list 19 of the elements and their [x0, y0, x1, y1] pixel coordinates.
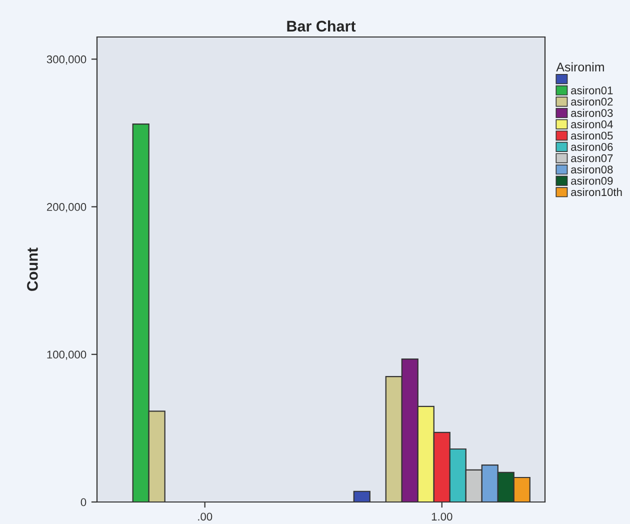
x-tick-label: .00 — [198, 512, 212, 521]
legend-label: asiron09 — [571, 176, 613, 185]
legend-label: asiron03 — [571, 108, 613, 117]
legend-label: asiron08 — [571, 165, 613, 174]
legend-title: Asironim — [556, 62, 604, 72]
legend-label: asiron01 — [571, 86, 613, 94]
y-tick-label: 300,000 — [46, 55, 86, 65]
legend-label: asiron04 — [571, 120, 613, 128]
legend-label: asiron10th — [571, 188, 622, 196]
y-tick-label: 0 — [80, 498, 86, 506]
y-tick-label: 200,000 — [46, 203, 86, 212]
y-tick-label: 100,000 — [47, 350, 86, 360]
legend-label: asiron05 — [571, 131, 613, 140]
legend-label: asiron06 — [571, 142, 613, 151]
chart-title: Bar Chart — [287, 20, 356, 32]
legend-label: asiron02 — [571, 97, 613, 106]
legend-label: asiron07 — [571, 154, 613, 162]
y-axis-title: Count — [27, 248, 38, 291]
x-tick-label: 1.00 — [432, 512, 452, 521]
